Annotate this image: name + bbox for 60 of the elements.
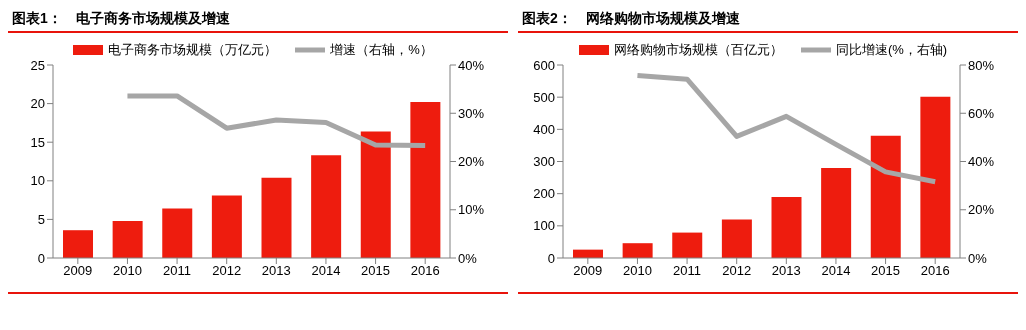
x-tick-label: 2011 <box>163 263 192 279</box>
y2-tick-label: 40% <box>968 154 995 170</box>
x-tick-label: 2012 <box>722 263 752 279</box>
chart-title: 图表1： 电子商务市场规模及增速 <box>8 8 508 33</box>
y-tick-label: 400 <box>533 121 555 137</box>
y-tick-label: 300 <box>533 154 555 170</box>
y-tick-label: 15 <box>30 134 45 150</box>
y-tick-label: 10 <box>30 173 45 189</box>
x-tick-label: 2016 <box>410 263 440 279</box>
bar <box>870 135 901 258</box>
x-tick-label: 2013 <box>771 263 801 279</box>
x-tick-label: 2009 <box>63 263 93 279</box>
legend-label: 网络购物市场规模（百亿元） <box>613 41 783 59</box>
y2-tick-label: 0% <box>458 250 478 266</box>
x-tick-label: 2010 <box>622 263 652 279</box>
y-tick-label: 100 <box>533 218 555 234</box>
x-tick-label: 2012 <box>212 263 242 279</box>
bar <box>821 167 852 258</box>
y-tick-label: 0 <box>547 250 555 266</box>
y2-tick-label: 30% <box>458 105 485 121</box>
bar <box>771 196 802 258</box>
bar <box>622 243 653 258</box>
bar <box>360 131 391 258</box>
y-tick-label: 200 <box>533 186 555 202</box>
y-tick-label: 0 <box>37 250 45 266</box>
y2-tick-label: 80% <box>968 57 995 73</box>
chart-title: 图表2： 网络购物市场规模及增速 <box>518 8 1018 33</box>
bar <box>920 96 951 258</box>
x-tick-label: 2009 <box>573 263 603 279</box>
y-tick-label: 600 <box>533 57 555 73</box>
y2-tick-label: 10% <box>458 202 485 218</box>
y-tick-label: 5 <box>37 212 45 228</box>
bar <box>162 208 193 258</box>
bar <box>211 195 242 258</box>
bar <box>311 155 342 258</box>
bar <box>672 232 703 258</box>
x-tick-label: 2015 <box>871 263 901 279</box>
bar <box>721 219 752 258</box>
legend-label: 电子商务市场规模（万亿元） <box>108 41 278 59</box>
bar <box>63 230 93 258</box>
y2-tick-label: 20% <box>458 154 485 170</box>
x-tick-label: 2015 <box>361 263 391 279</box>
y2-tick-label: 0% <box>968 250 988 266</box>
bar <box>261 177 292 258</box>
x-tick-label: 2014 <box>821 263 851 279</box>
y2-tick-label: 20% <box>968 202 995 218</box>
y-tick-label: 500 <box>533 89 555 105</box>
bar <box>112 220 143 258</box>
legend-label: 同比增速(%，右轴) <box>835 41 948 59</box>
y2-tick-label: 60% <box>968 105 995 121</box>
legend-label: 增速（右轴，%） <box>330 41 433 59</box>
x-tick-label: 2013 <box>261 263 291 279</box>
x-tick-label: 2016 <box>920 263 950 279</box>
y-tick-label: 25 <box>30 57 45 73</box>
y2-tick-label: 40% <box>458 57 485 73</box>
x-tick-label: 2014 <box>311 263 341 279</box>
x-tick-label: 2010 <box>112 263 142 279</box>
bar <box>410 102 441 258</box>
x-tick-label: 2011 <box>673 263 702 279</box>
y-tick-label: 20 <box>30 96 45 112</box>
